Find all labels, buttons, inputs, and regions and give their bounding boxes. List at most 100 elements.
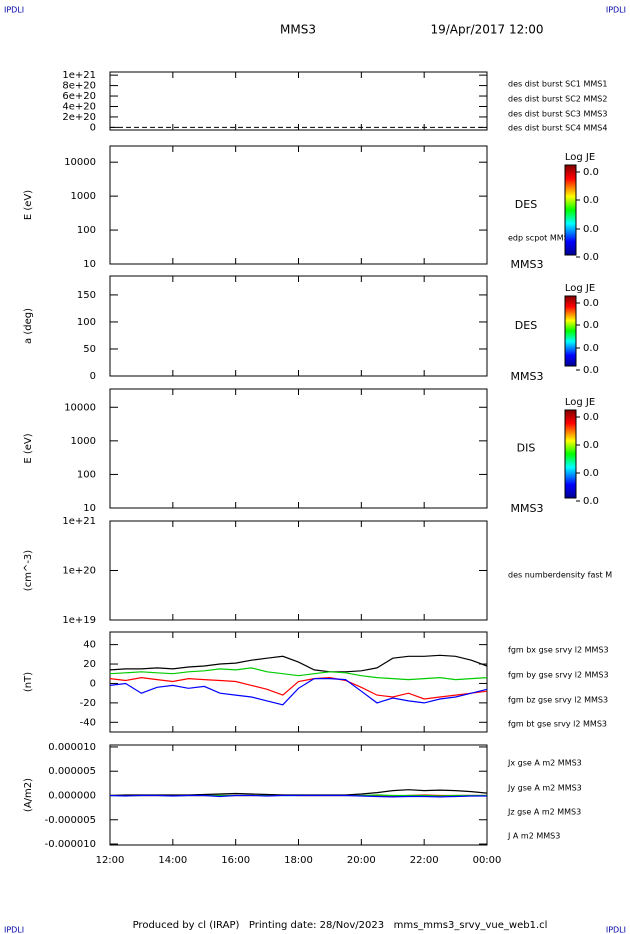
x-tick-label: 22:00 — [410, 855, 439, 866]
colorbar-title: Log JE — [565, 152, 595, 163]
y-axis-label: (nT) — [23, 672, 34, 692]
y-tick-label: 6e+20 — [62, 91, 96, 102]
y-tick-label: 100 — [77, 317, 96, 328]
y-tick-label: 1000 — [71, 436, 96, 447]
legend-entry: des dist burst SC4 MMS4 — [508, 124, 607, 133]
y-tick-label: 0 — [90, 678, 96, 689]
legend-entry: Jy gse A m2 MMS3 — [507, 784, 582, 793]
colorbar-tick-label: 0.0 — [583, 252, 599, 263]
plot-frame — [109, 145, 488, 265]
colorbar-title: Log JE — [565, 397, 595, 408]
instrument-label: DIS — [517, 442, 536, 455]
x-tick-label: 20:00 — [347, 855, 376, 866]
y-tick-label: 100 — [77, 469, 96, 480]
footer: Produced by cl (IRAP) Printing date: 28/… — [133, 920, 548, 931]
y-tick-label: 1e+21 — [62, 70, 96, 81]
y-tick-label: 10000 — [64, 402, 96, 413]
y-axis-label: (A/m2) — [23, 778, 34, 812]
x-tick-label: 14:00 — [158, 855, 187, 866]
colorbar-tick-label: 0.0 — [583, 320, 599, 331]
y-tick-label: 4e+20 — [62, 101, 96, 112]
colorbar — [564, 295, 577, 367]
y-tick-label: 10 — [83, 259, 96, 270]
y-tick-label: 0 — [90, 122, 96, 133]
colorbar-tick-label: 0.0 — [583, 412, 599, 423]
series-line — [109, 678, 488, 706]
legend-entry: fgm by gse srvy l2 MMS3 — [508, 671, 609, 680]
colorbar-tick-label: 0.0 — [583, 440, 599, 451]
y-axis-label: a (deg) — [23, 308, 34, 344]
legend-entry: des numberdensity fast M — [508, 571, 612, 580]
corner-label: IPDLI — [606, 6, 626, 15]
y-tick-label: 10 — [83, 503, 96, 514]
colorbar-tick-label: 0.0 — [583, 167, 599, 178]
legend-entry: des dist burst SC2 MMS2 — [508, 95, 607, 104]
legend-entry: fgm bz gse srvy l2 MMS3 — [508, 696, 608, 705]
legend-entry: fgm bx gse srvy l2 MMS3 — [508, 646, 609, 655]
date: 19/Apr/2017 12:00 — [430, 23, 543, 37]
y-tick-label: 1e+21 — [62, 516, 96, 527]
x-tick-label: 12:00 — [96, 855, 125, 866]
instrument-label: DES — [515, 319, 537, 332]
series-line — [109, 794, 487, 798]
legend-entry: J A m2 MMS3 — [507, 832, 560, 841]
y-tick-label: 0.000005 — [48, 766, 96, 777]
legend-entry: des dist burst SC3 MMS3 — [508, 110, 607, 119]
series-line — [109, 667, 488, 681]
y-tick-label: 8e+20 — [62, 81, 96, 92]
corner-label: IPDLI — [606, 926, 626, 934]
y-tick-label: 1000 — [71, 191, 96, 202]
y-tick-label: 1e+20 — [62, 566, 96, 577]
y-tick-label: -0.000005 — [45, 815, 96, 826]
plot-frame — [109, 520, 488, 621]
probe-label: MMS3 — [511, 370, 544, 383]
instrument-label: DES — [515, 198, 537, 211]
legend-entry: fgm bt gse srvy l2 MMS3 — [508, 720, 607, 729]
colorbar — [564, 164, 577, 256]
colorbar-tick-label: 0.0 — [583, 468, 599, 479]
corner-label: IPDLI — [4, 926, 24, 934]
y-tick-label: -0.000010 — [45, 839, 96, 850]
colorbar-tick-label: 0.0 — [583, 298, 599, 309]
y-tick-label: 40 — [83, 640, 96, 651]
series-line — [109, 676, 488, 700]
y-tick-label: 100 — [77, 225, 96, 236]
y-tick-label: 150 — [77, 290, 96, 301]
corner-label: IPDLI — [4, 6, 24, 15]
overlay-label: edp scpot MMS3 — [508, 234, 574, 243]
colorbar-tick-label: 0.0 — [583, 343, 599, 354]
legend-entry: Jz gse A m2 MMS3 — [507, 808, 581, 817]
y-tick-label: -40 — [80, 717, 96, 728]
title: MMS3 — [280, 23, 316, 37]
y-axis-label: E (eV) — [23, 190, 34, 220]
legend-entry: des dist burst SC1 MMS1 — [508, 80, 607, 89]
colorbar — [564, 409, 577, 499]
y-tick-label: -20 — [80, 698, 96, 709]
plot-frame — [109, 71, 488, 131]
y-tick-label: 0 — [90, 371, 96, 382]
y-tick-label: 20 — [83, 659, 96, 670]
x-tick-label: 16:00 — [221, 855, 250, 866]
probe-label: MMS3 — [511, 258, 544, 271]
y-axis-label: (cm^-3) — [23, 550, 34, 591]
y-tick-label: 50 — [83, 344, 96, 355]
colorbar-tick-label: 0.0 — [583, 365, 599, 376]
y-tick-label: 1e+19 — [62, 615, 96, 626]
plot-frame — [109, 275, 488, 377]
x-tick-label: 00:00 — [473, 855, 502, 866]
y-tick-label: 2e+20 — [62, 112, 96, 123]
x-tick-label: 18:00 — [284, 855, 313, 866]
y-tick-label: 0.000000 — [48, 790, 96, 801]
colorbar-tick-label: 0.0 — [583, 195, 599, 206]
probe-label: MMS3 — [511, 502, 544, 515]
series-line — [109, 654, 488, 673]
plot-frame — [109, 388, 488, 509]
y-tick-label: 10000 — [64, 157, 96, 168]
colorbar-tick-label: 0.0 — [583, 224, 599, 235]
y-tick-label: 0.000010 — [48, 742, 96, 753]
colorbar-title: Log JE — [565, 283, 595, 294]
legend-entry: Jx gse A m2 MMS3 — [507, 759, 582, 768]
y-axis-label: E (eV) — [23, 433, 34, 463]
colorbar-tick-label: 0.0 — [583, 496, 599, 507]
